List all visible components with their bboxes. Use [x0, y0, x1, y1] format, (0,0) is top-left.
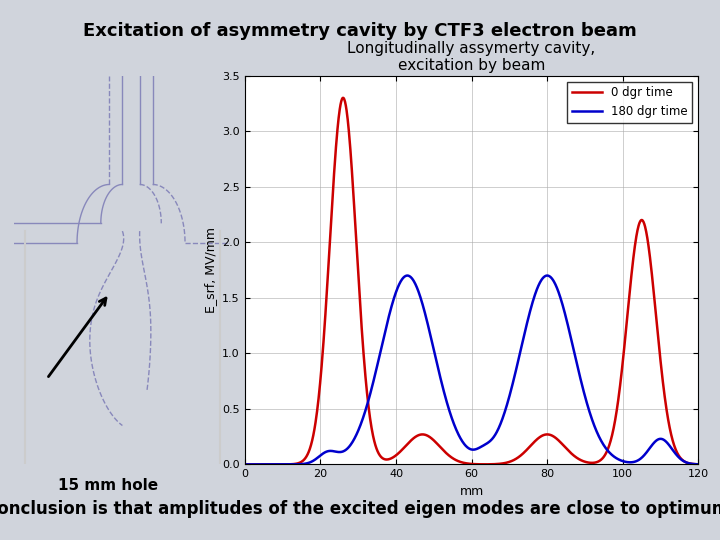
180 dgr time [393, 285, 402, 291]
0 dgr time [394, 450, 402, 457]
Text: 15 mm hole: 15 mm hole [58, 478, 158, 493]
0 dgr time [240, 461, 249, 468]
180 dgr time [240, 461, 249, 468]
0 dgr time [317, 368, 325, 374]
Line: 180 dgr time: 180 dgr time [245, 275, 698, 464]
Text: Excitation of asymmetry cavity by CTF3 electron beam: Excitation of asymmetry cavity by CTF3 e… [83, 22, 637, 39]
0 dgr time [489, 461, 498, 468]
0 dgr time [694, 461, 703, 468]
0 dgr time [480, 461, 488, 468]
180 dgr time [543, 272, 552, 279]
X-axis label: mm: mm [459, 485, 484, 498]
180 dgr time [301, 461, 310, 467]
0 dgr time [438, 446, 446, 452]
180 dgr time [317, 451, 325, 458]
Text: Conclusion is that amplitudes of the excited eigen modes are close to optimum.: Conclusion is that amplitudes of the exc… [0, 501, 720, 518]
180 dgr time [479, 442, 487, 449]
Line: 0 dgr time: 0 dgr time [245, 98, 698, 464]
0 dgr time [339, 94, 348, 101]
Y-axis label: E_srf, MV/mm: E_srf, MV/mm [204, 227, 217, 313]
180 dgr time [488, 435, 497, 442]
Legend: 0 dgr time, 180 dgr time: 0 dgr time, 180 dgr time [567, 82, 693, 123]
180 dgr time [694, 461, 703, 468]
180 dgr time [437, 379, 446, 386]
0 dgr time [301, 455, 310, 462]
Title: Longitudinally assymerty cavity,
excitation by beam: Longitudinally assymerty cavity, excitat… [348, 40, 595, 73]
